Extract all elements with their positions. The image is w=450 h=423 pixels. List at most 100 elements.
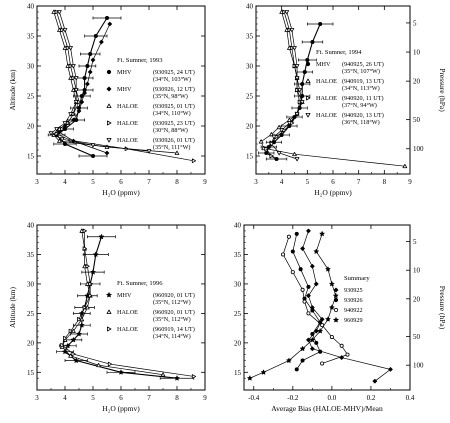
- data-point: [73, 100, 79, 105]
- legend: Ft. Sumner, 1994 MHV (940925, 26 UT)(35°N,…: [305, 49, 384, 126]
- legend-entry-detail: (960920, 01 UT): [153, 309, 195, 316]
- x-axis-label: H₂O (ppmv): [314, 188, 352, 197]
- x-tick-label: 5: [306, 178, 310, 186]
- x-tick-label: 4: [63, 394, 67, 402]
- x-tick-label: 6: [331, 178, 335, 186]
- y-axis-label: Altitude (km): [8, 69, 17, 111]
- data-point: [290, 270, 295, 275]
- data-point: [93, 251, 99, 257]
- data-point: [329, 281, 335, 287]
- legend-entry-detail: (35°N, 98°W): [153, 93, 188, 100]
- data-point: [269, 153, 274, 159]
- data-point: [107, 21, 113, 27]
- data-point: [319, 316, 325, 322]
- data-point: [388, 367, 393, 372]
- data-point: [63, 335, 68, 341]
- x-tick-label: 8: [175, 178, 179, 186]
- data-point: [79, 322, 85, 328]
- data-point: [90, 57, 96, 63]
- data-point: [282, 9, 287, 15]
- series-1: [47, 15, 122, 159]
- pressure-tick-label: 50: [413, 333, 421, 341]
- series-2: [258, 9, 408, 169]
- legend-entry-detail: (930926, 01 UT): [153, 137, 195, 144]
- legend-entry-detail: (35°N, 112°W): [153, 299, 191, 306]
- data-point: [88, 51, 93, 57]
- data-point: [104, 150, 110, 156]
- legend-entry-name: HALOE: [316, 78, 337, 85]
- y-tick-label: 25: [246, 93, 254, 101]
- y-tick-label: 25: [234, 310, 242, 318]
- data-point: [106, 309, 112, 314]
- data-point: [62, 121, 68, 126]
- data-point: [118, 369, 124, 375]
- x-tick-label: 7: [357, 178, 361, 186]
- data-point: [305, 113, 311, 118]
- legend-entry-detail: (35°N, 111°W): [153, 144, 190, 151]
- legend-entry-name: 960929: [344, 317, 363, 324]
- y-tick-label: 30: [27, 63, 35, 71]
- data-point: [82, 246, 87, 251]
- legend-title: Ft. Sumner, 1994: [316, 49, 362, 56]
- data-point: [294, 367, 299, 372]
- legend-entry-detail: (35°N, 107°W): [342, 68, 380, 75]
- data-point: [76, 108, 82, 114]
- data-point: [329, 334, 334, 339]
- series-line: [260, 11, 405, 167]
- data-point: [99, 39, 104, 45]
- data-point: [345, 352, 350, 357]
- data-point: [276, 124, 282, 130]
- data-point: [68, 46, 73, 51]
- legend-entry-detail: (960920, 01 UT): [153, 292, 195, 299]
- data-point: [82, 90, 87, 96]
- data-point: [310, 263, 315, 269]
- data-point: [60, 27, 65, 33]
- data-point: [286, 234, 291, 239]
- data-point: [90, 269, 96, 275]
- data-point: [290, 45, 295, 51]
- data-point: [146, 149, 152, 154]
- data-point: [73, 76, 79, 81]
- chart-panel-2: 3 4 5 6 7 8 9 15 20 25 30 35 40 5 10 20 50 100 Pressure (h…: [246, 3, 447, 198]
- legend-entry-detail: (36°N, 118°W): [342, 119, 380, 126]
- legend-entry-detail: (30°N, 88°W): [153, 127, 188, 134]
- data-point: [279, 128, 284, 133]
- y-tick-label: 25: [27, 93, 35, 101]
- legend-entry-detail: (34°N, 110°W): [153, 110, 191, 117]
- data-point: [294, 112, 300, 117]
- data-point: [68, 112, 73, 117]
- data-point: [107, 120, 112, 126]
- data-point: [82, 228, 87, 234]
- legend-title: Ft. Sumner, 1996: [117, 280, 163, 287]
- series-line: [292, 233, 321, 370]
- data-point: [306, 228, 311, 234]
- pressure-tick-label: 100: [413, 362, 424, 370]
- data-point: [306, 311, 311, 316]
- pressure-tick-label: 10: [413, 267, 421, 275]
- x-tick-label: 3: [254, 178, 258, 186]
- data-point: [333, 317, 339, 323]
- chart-panel-3: 3 4 5 6 7 8 9 15 20 25 30 35 40 H₂O (ppmv) Altitude (k…: [8, 222, 207, 414]
- data-point: [281, 252, 286, 257]
- data-point: [247, 375, 253, 381]
- data-point: [107, 326, 112, 332]
- data-point: [269, 142, 274, 147]
- y-tick-label: 20: [27, 339, 35, 347]
- data-point: [319, 231, 325, 237]
- data-point: [271, 134, 277, 140]
- data-point: [174, 375, 180, 381]
- data-point: [305, 78, 311, 83]
- data-point: [329, 304, 335, 310]
- data-point: [287, 27, 292, 33]
- pressure-axis-label: Pressure (hPa): [438, 68, 447, 112]
- data-point: [98, 234, 104, 240]
- x-tick-label: -0.4: [248, 394, 260, 402]
- legend: Summary 930925 930926 940922 960929: [333, 275, 370, 324]
- data-point: [71, 75, 76, 81]
- data-point: [191, 374, 197, 379]
- x-tick-label: 3: [35, 394, 39, 402]
- plot-frame: [255, 5, 411, 175]
- data-point: [339, 343, 344, 348]
- data-point: [302, 299, 307, 304]
